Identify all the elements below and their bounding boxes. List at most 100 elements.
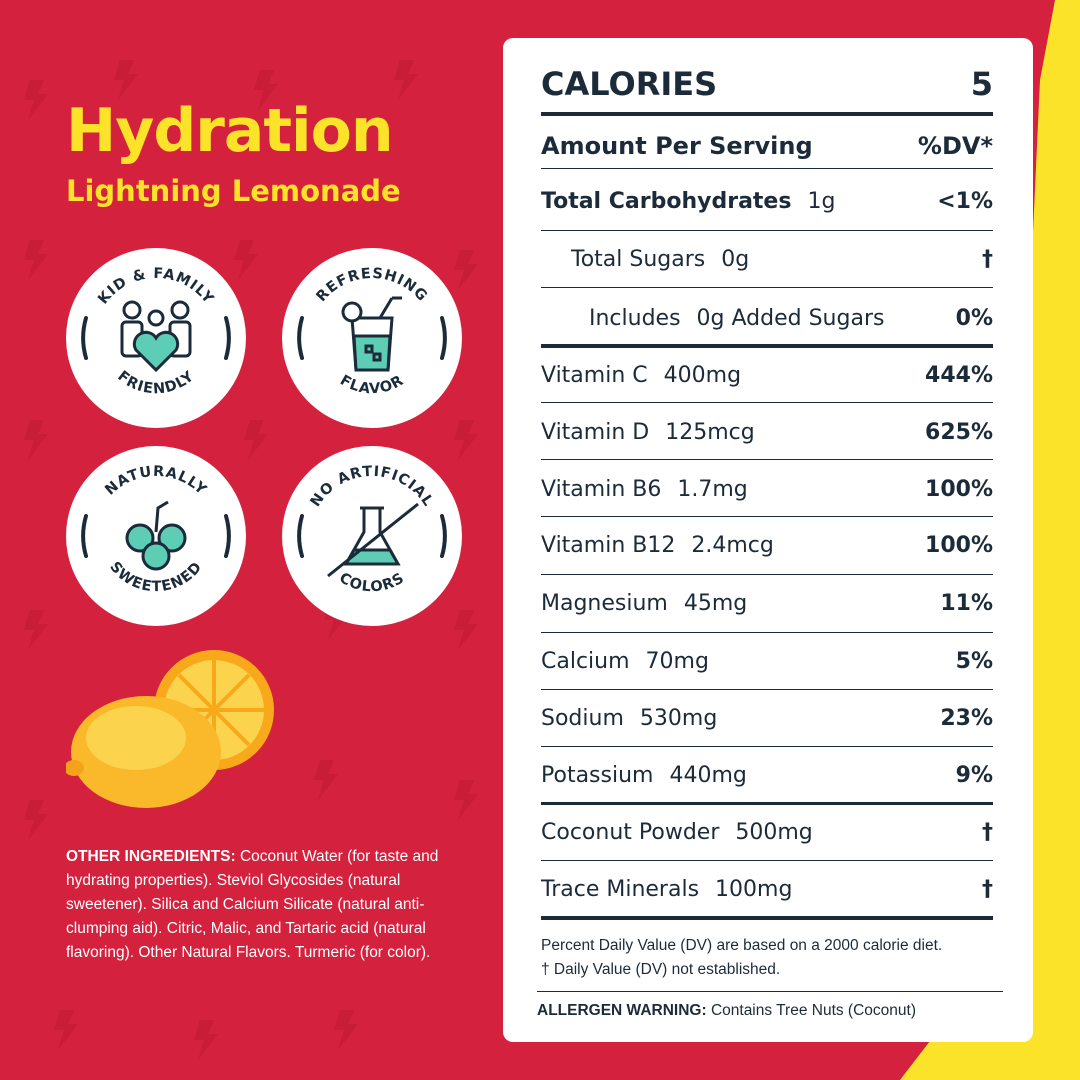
no-flask-icon (327, 502, 419, 578)
dv-header: %DV* (917, 132, 993, 160)
nutrient-dv: † (982, 246, 993, 272)
nutrient-row: Vitamin B6 1.7mg 100% (541, 466, 993, 512)
footnote-line-2: † Daily Value (DV) not established. (541, 961, 781, 978)
nutrient-amount: 530mg (639, 705, 718, 731)
nutrient-dv: 100% (925, 532, 993, 558)
divider (537, 991, 1003, 992)
svg-text:FLAVOR: FLAVOR (337, 372, 407, 397)
nutrient-dv: 0% (955, 305, 993, 331)
product-flavor: Lightning Lemonade (66, 174, 401, 208)
left-column: Hydration Lightning Lemonade KID & FAMIL… (0, 0, 500, 1080)
divider (541, 459, 993, 460)
nutrient-name: Sodium (541, 705, 624, 731)
calories-value: 5 (970, 65, 993, 103)
divider (541, 746, 993, 747)
divider-thick (541, 344, 993, 348)
nutrient-row: Trace Minerals 100mg † (541, 866, 993, 912)
ingredients-label: OTHER INGREDIENTS: (66, 848, 236, 865)
allergen-label: ALLERGEN WARNING: (537, 1002, 707, 1019)
nutrient-name: Includes (589, 305, 681, 331)
nutrient-name: Vitamin B12 (541, 532, 676, 558)
ingredients-text: Coconut Water (for taste and hydrating p… (66, 848, 439, 961)
allergen-warning: ALLERGEN WARNING: Contains Tree Nuts (Co… (537, 1002, 997, 1020)
nutrient-row: Magnesium 45mg 11% (541, 580, 993, 626)
nutrient-amount: 100mg (715, 876, 793, 902)
nutrient-dv: 9% (955, 762, 993, 788)
nutrient-dv: 625% (925, 419, 993, 445)
nutrient-name: Total Carbohydrates (541, 188, 792, 214)
nutrient-name: Potassium (541, 762, 654, 788)
lemon-illustration (66, 650, 274, 808)
badge-no-artificial-colors: NO ARTIFICIAL COLORS (282, 446, 462, 626)
badge-2-top-text: REFRESHING (314, 266, 430, 305)
nutrient-amount: 45mg (683, 590, 748, 616)
badge-refreshing: REFRESHING FLAVOR (282, 248, 462, 428)
nutrient-row: Vitamin B12 2.4mcg 100% (541, 522, 993, 568)
calories-label: CALORIES (541, 65, 718, 103)
nutrient-name: Vitamin D (541, 419, 650, 445)
divider (541, 402, 993, 403)
nutrient-amount: 125mcg (665, 419, 755, 445)
nutrient-row: Vitamin D 125mcg 625% (541, 409, 993, 455)
divider (541, 168, 993, 169)
nutrient-dv: 444% (925, 362, 993, 388)
nutrient-row: Calcium 70mg 5% (541, 638, 993, 684)
badge-2-bottom-text: FLAVOR (337, 372, 406, 397)
nutrient-amount: 1.7mg (677, 476, 748, 502)
nutrient-row: Sodium 530mg 23% (541, 695, 993, 741)
nutrient-dv: <1% (937, 188, 993, 214)
divider (541, 516, 993, 517)
nutrient-name: Magnesium (541, 590, 668, 616)
divider (541, 574, 993, 575)
nutrient-amount: 0g (721, 246, 750, 272)
divider (541, 689, 993, 690)
nutrient-dv: 100% (925, 476, 993, 502)
serving-header-row: Amount Per Serving %DV* (541, 124, 993, 168)
berries-icon (125, 500, 187, 571)
nutrient-row: Total Sugars 0g † (571, 236, 993, 282)
nutrient-dv: 11% (940, 590, 993, 616)
serving-label: Amount Per Serving (541, 132, 813, 160)
nutrient-name: Trace Minerals (541, 876, 700, 902)
badge-kid-family: KID & FAMILY FRIENDLY (66, 248, 246, 428)
dv-footnote: Percent Daily Value (DV) are based on a … (541, 934, 997, 982)
nutrient-name: Total Sugars (571, 246, 706, 272)
nutrient-row: Includes 0g Added Sugars 0% (589, 295, 993, 341)
lemonade-glass-icon (341, 296, 402, 372)
nutrient-amount: 400mg (663, 362, 742, 388)
svg-text:REFRESHING: REFRESHING (314, 266, 431, 305)
svg-text:NATURALLY: NATURALLY (102, 464, 209, 499)
nutrient-name: Calcium (541, 648, 630, 674)
nutrient-amount: 70mg (645, 648, 709, 674)
divider (541, 230, 993, 231)
nutrient-dv: † (982, 819, 993, 845)
divider-thick (541, 916, 993, 920)
nutrient-dv: 23% (940, 705, 993, 731)
family-heart-icon (120, 300, 192, 373)
nutrient-row: Total Carbohydrates 1g <1% (541, 178, 993, 224)
badge-1-top-text: KID & FAMILY (95, 266, 215, 308)
nutrient-dv: 5% (955, 648, 993, 674)
calories-row: CALORIES 5 (541, 64, 993, 104)
nutrient-amount: 1g (807, 188, 836, 214)
badge-1-bottom-text: FRIENDLY (114, 368, 196, 397)
nutrient-amount: 2.4mcg (691, 532, 774, 558)
product-title: Hydration (66, 96, 394, 166)
divider (541, 632, 993, 633)
nutrient-name: Vitamin B6 (541, 476, 662, 502)
svg-text:FRIENDLY: FRIENDLY (114, 368, 197, 397)
nutrient-amount: 440mg (669, 762, 747, 788)
nutrient-row: Potassium 440mg 9% (541, 752, 993, 798)
svg-text:KID & FAMILY: KID & FAMILY (95, 266, 216, 308)
nutrient-amount: 0g Added Sugars (696, 305, 885, 331)
nutrient-row: Vitamin C 400mg 444% (541, 352, 993, 398)
nutrient-name: Coconut Powder (541, 819, 720, 845)
badge-3-top-text: NATURALLY (102, 464, 208, 499)
other-ingredients: OTHER INGREDIENTS: Coconut Water (for ta… (66, 845, 451, 965)
nutrient-amount: 500mg (735, 819, 813, 845)
footnote-line-1: Percent Daily Value (DV) are based on a … (541, 937, 943, 954)
allergen-text: Contains Tree Nuts (Coconut) (706, 1002, 916, 1019)
nutrition-facts-panel: CALORIES 5 Amount Per Serving %DV* Total… (503, 38, 1033, 1042)
divider (541, 860, 993, 861)
nutrient-row: Coconut Powder 500mg † (541, 809, 993, 855)
